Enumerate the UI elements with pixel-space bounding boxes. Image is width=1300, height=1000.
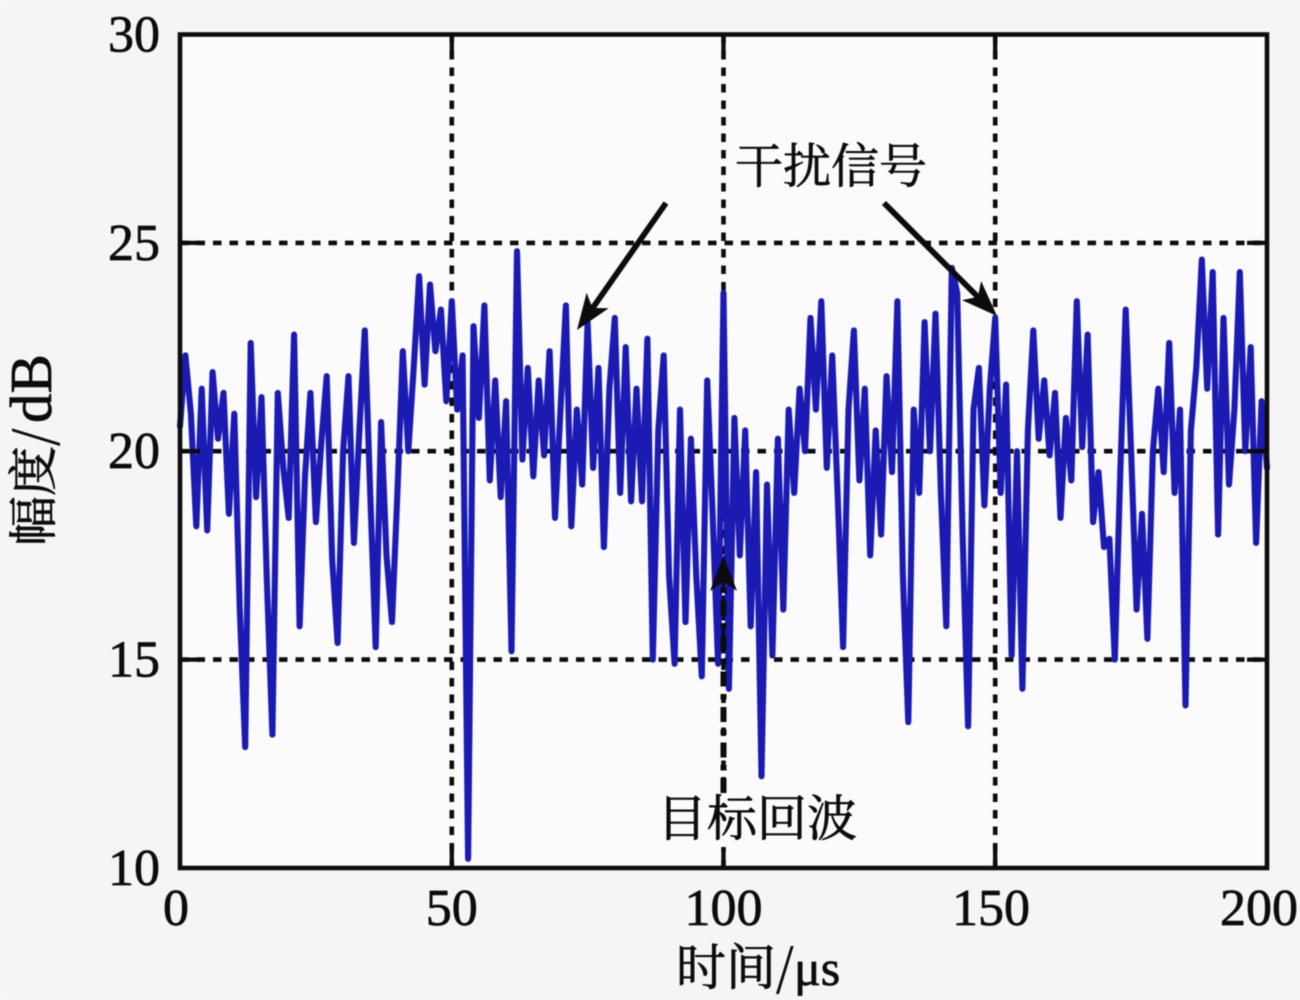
svg-text:0: 0 [163,880,189,937]
svg-text:μs: μs [794,940,840,996]
svg-text:dB: dB [0,354,64,423]
svg-text:30: 30 [108,7,160,64]
svg-text:25: 25 [108,215,160,272]
svg-text:10: 10 [108,840,160,897]
svg-text:50: 50 [426,880,478,937]
svg-text:20: 20 [108,423,160,480]
svg-text:100: 100 [685,880,763,937]
svg-text:15: 15 [108,632,160,689]
svg-text:150: 150 [952,880,1030,937]
svg-text:200: 200 [1220,880,1298,937]
